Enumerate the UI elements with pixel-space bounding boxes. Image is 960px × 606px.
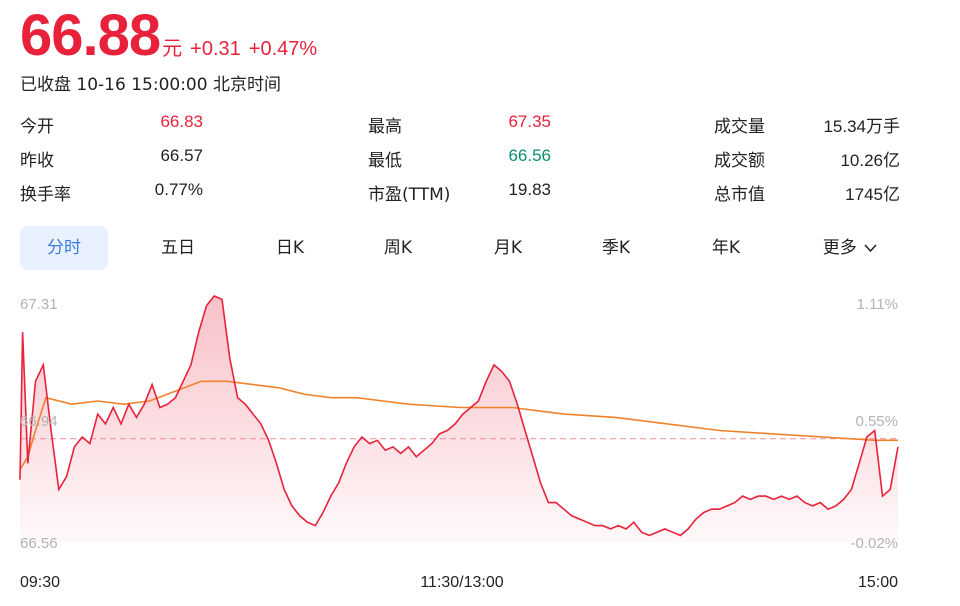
intraday-chart: 67.31 66.94 66.56 1.11% 0.55% -0.02% 09:… [19,295,899,591]
stats-row: 昨收 66.57 最低 66.56 成交额 10.26亿 [20,142,900,176]
x-tick: 11:30/13:00 [420,574,503,591]
tab-five-day[interactable]: 五日 [161,238,195,258]
chart-period-tabs: 分时 五日 日K 周K 月K 季K 年K 更多 [20,226,900,270]
quote-header: 66.88 元 +0.31 +0.47% [20,6,317,66]
price-unit: 元 [162,36,183,60]
stat-value: 10.26亿 [840,151,900,170]
chevron-down-icon [864,243,877,252]
y-left-tick: 66.56 [20,535,58,552]
price-change-percent: +0.47% [248,38,318,60]
stats-row: 今开 66.83 最高 67.35 成交量 15.34万手 [20,108,900,142]
stat-value: 1745亿 [845,185,900,204]
stat-label: 最高 [368,117,402,137]
x-tick: 09:30 [20,574,60,591]
stats-grid: 今开 66.83 最高 67.35 成交量 15.34万手 昨收 66.57 最… [20,108,900,210]
stat-label: 最低 [368,151,402,171]
stats-row: 换手率 0.77% 市盈(TTM) 19.83 总市值 1745亿 [20,176,900,210]
y-left-tick: 66.94 [20,413,58,430]
y-left-tick: 67.31 [20,296,58,313]
stat-value: 0.77% [154,180,203,199]
y-right-tick: 0.55% [855,413,898,430]
tab-more[interactable]: 更多 [800,226,900,270]
stat-label: 成交量 [714,117,765,137]
current-price: 66.88 [20,3,161,68]
y-right-tick: 1.11% [857,296,898,313]
tab-more-label: 更多 [822,238,857,258]
tab-quarterly-k[interactable]: 季K [601,238,631,258]
tab-daily-k[interactable]: 日K [275,238,305,258]
stat-value: 15.34万手 [823,117,900,136]
average-price-line [19,380,898,471]
tab-monthly-k[interactable]: 月K [493,238,523,258]
stat-label: 昨收 [20,151,54,171]
stat-value: 66.56 [508,146,551,165]
stat-value: 66.83 [160,112,203,131]
market-status: 已收盘 10-16 15:00:00 北京时间 [20,75,281,95]
tab-yearly-k[interactable]: 年K [711,238,741,258]
price-line [19,295,899,537]
stat-label: 成交额 [714,151,765,171]
stat-label: 总市值 [714,185,765,205]
stat-value: 67.35 [508,112,551,131]
x-tick: 15:00 [858,574,898,591]
tab-intraday[interactable]: 分时 [20,226,108,270]
stat-label: 换手率 [20,185,71,205]
stat-label: 今开 [20,117,54,137]
stat-label: 市盈(TTM) [368,185,451,205]
price-change: +0.31 [190,38,241,60]
stat-value: 19.83 [508,180,551,199]
y-right-tick: -0.02% [850,535,898,552]
stat-value: 66.57 [160,146,203,165]
tab-weekly-k[interactable]: 周K [383,238,413,258]
